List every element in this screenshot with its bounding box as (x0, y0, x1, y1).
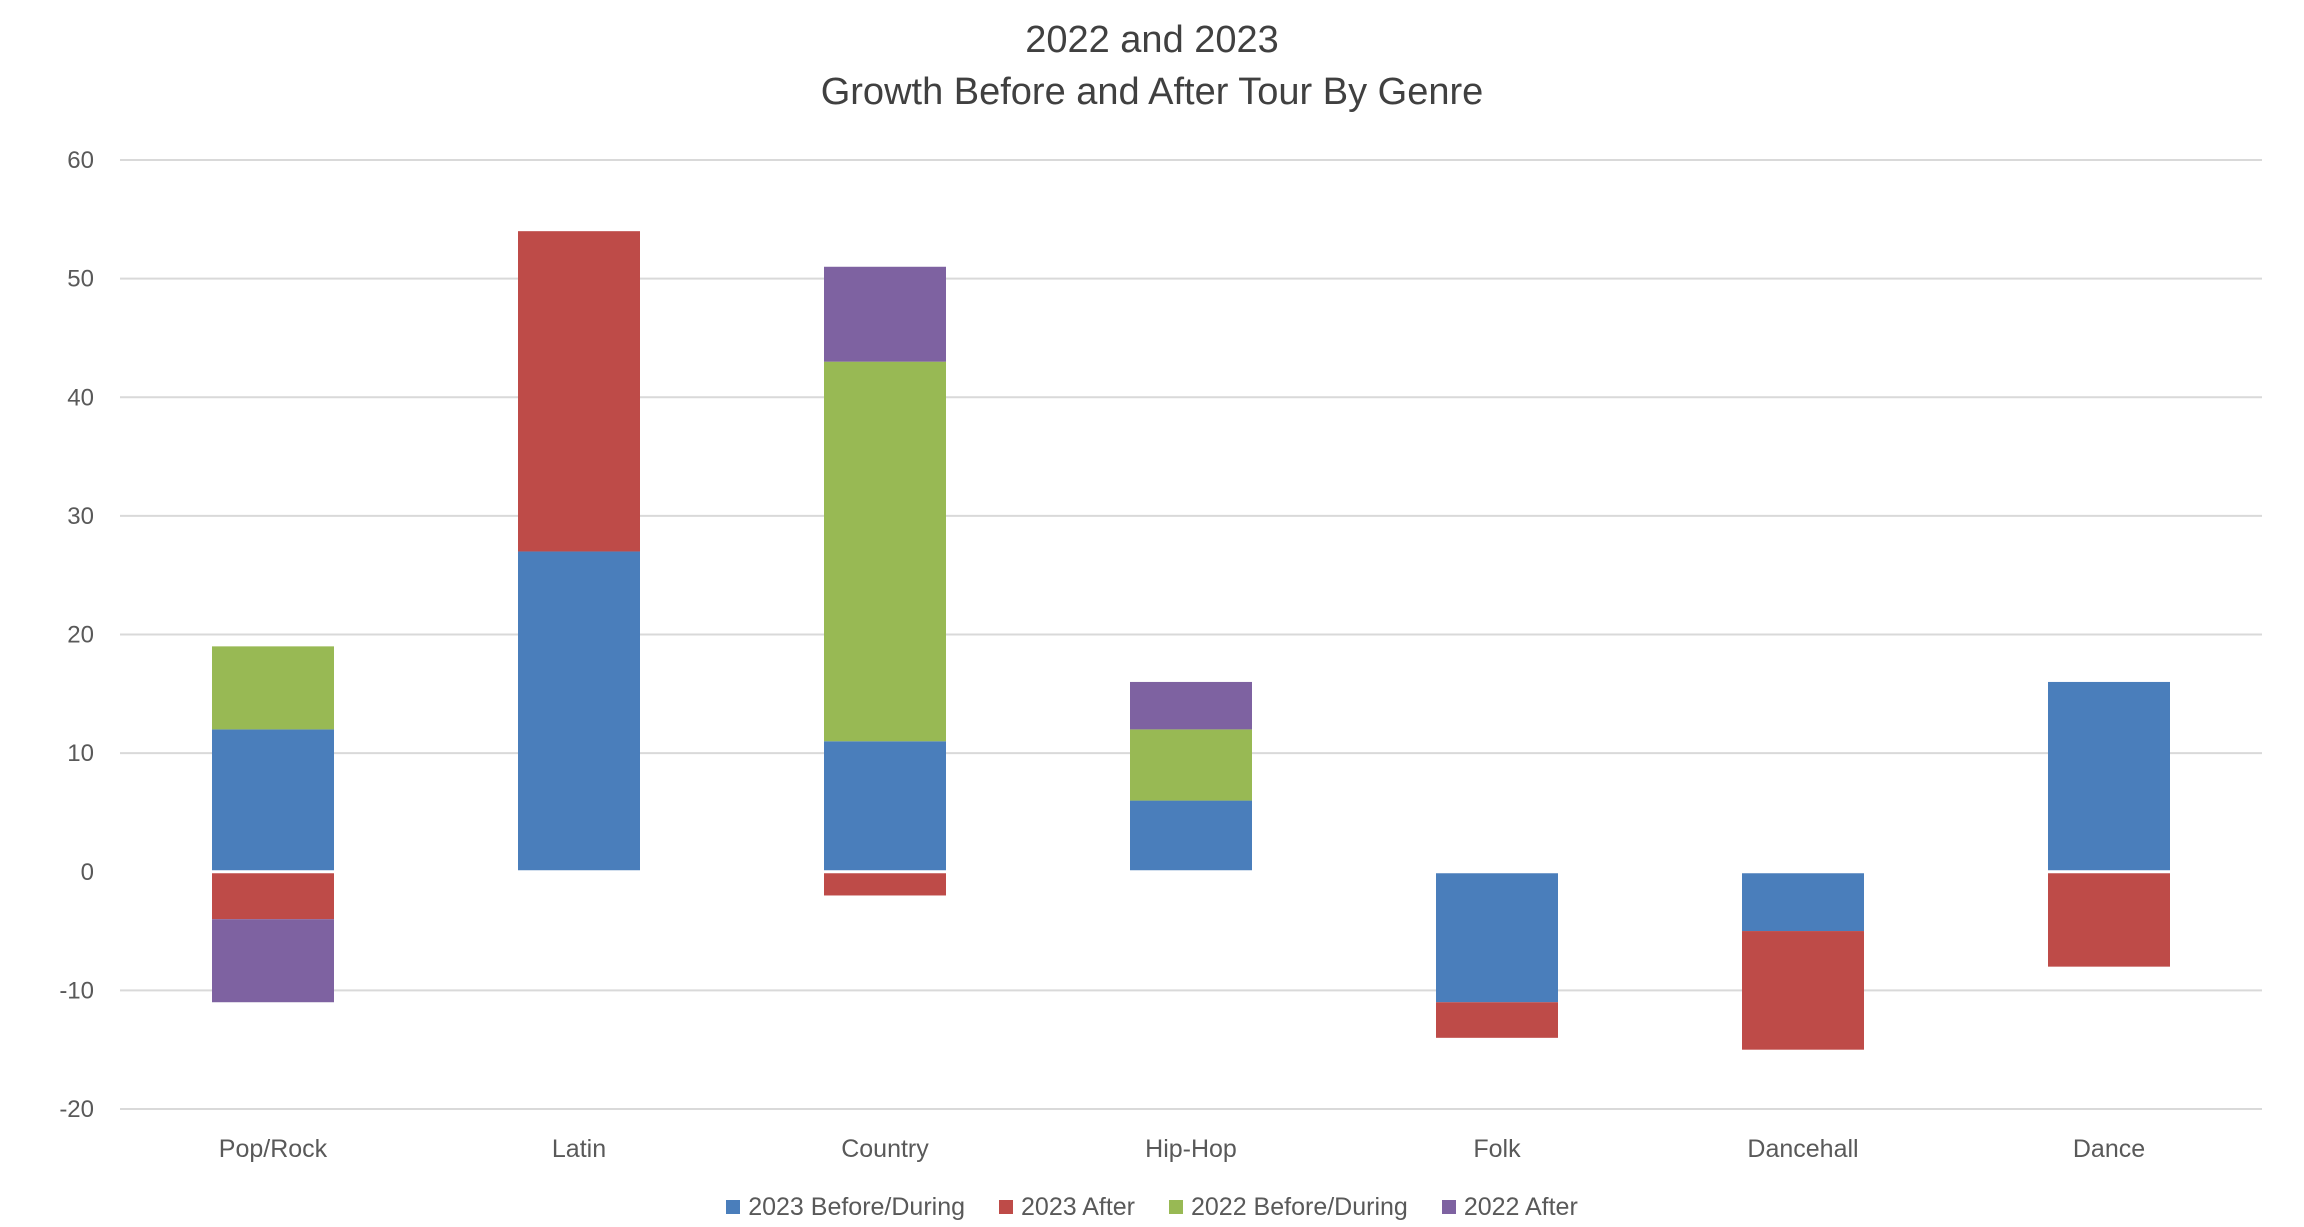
legend-item: 2023 Before/During (726, 1193, 965, 1222)
legend-item: 2022 Before/During (1169, 1193, 1408, 1222)
legend-item: 2022 After (1441, 1192, 1578, 1222)
chart-plot: -20 -10 0 10 20 30 40 50 60 Pop/Rock Latin Country… (59, 147, 2262, 1163)
x-tick-label: Dance (2073, 1135, 2145, 1163)
bar (824, 266, 946, 362)
legend-swatch (1169, 1200, 1183, 1214)
bar (2048, 681, 2170, 872)
bar (1742, 931, 1864, 1050)
legend-swatch (1441, 1200, 1456, 1214)
y-tick-label: 50 (67, 266, 94, 293)
legend-label: 2023 After (1021, 1192, 1135, 1221)
legend-swatch (726, 1200, 741, 1214)
bar (1130, 729, 1252, 801)
y-axis-tick-labels: -20 -10 0 10 20 30 40 50 60 (59, 147, 94, 1123)
chart-title-line-2: Growth Before and After Tour By Genre (820, 71, 1484, 113)
chart-title: 2022 and 2023 Growth Before and After To… (0, 14, 2304, 118)
y-tick-label: 0 (81, 859, 94, 886)
x-tick-label: Country (841, 1135, 929, 1163)
y-tick-label: 40 (67, 384, 94, 411)
bars (212, 231, 2170, 1050)
x-axis-category-labels: Pop/Rock Latin Country Hip-Hop Folk Dancehall… (219, 1135, 2145, 1163)
legend-label: 2022 After (1463, 1192, 1578, 1221)
bar (1742, 871, 1864, 932)
legend-label: 2022 Before/During (1191, 1192, 1408, 1221)
x-tick-label: Pop/Rock (219, 1135, 328, 1163)
bar (2048, 871, 2170, 967)
bar (1436, 871, 1558, 1003)
bar (212, 871, 334, 920)
x-tick-label: Dancehall (1747, 1135, 1858, 1163)
y-tick-label: -20 (59, 1096, 94, 1123)
legend-item: 2023 After (999, 1193, 1135, 1222)
bar (518, 551, 640, 872)
x-tick-label: Hip-Hop (1145, 1135, 1237, 1163)
y-tick-label: -10 (59, 977, 94, 1004)
chart-title-line-1: 2022 and 2023 (1025, 19, 1279, 61)
bar (1436, 1002, 1558, 1038)
legend: 2023 Before/During 2023 After 2022 Before/… (0, 1187, 2304, 1227)
legend-swatch (999, 1200, 1014, 1214)
y-tick-label: 30 (67, 503, 94, 530)
bar (212, 729, 334, 872)
bar (1130, 800, 1252, 872)
legend-label: 2023 Before/During (748, 1192, 966, 1221)
y-tick-label: 20 (67, 622, 94, 649)
x-tick-label: Folk (1473, 1135, 1521, 1163)
bar (518, 231, 640, 552)
y-tick-label: 60 (67, 147, 94, 174)
bar (1130, 681, 1252, 730)
x-tick-label: Latin (552, 1135, 606, 1163)
y-tick-label: 10 (67, 740, 94, 767)
bar (212, 646, 334, 730)
gridlines (120, 159, 2262, 1110)
bar (212, 919, 334, 1003)
bar (824, 741, 946, 872)
bar (824, 871, 946, 896)
bar (824, 361, 946, 742)
